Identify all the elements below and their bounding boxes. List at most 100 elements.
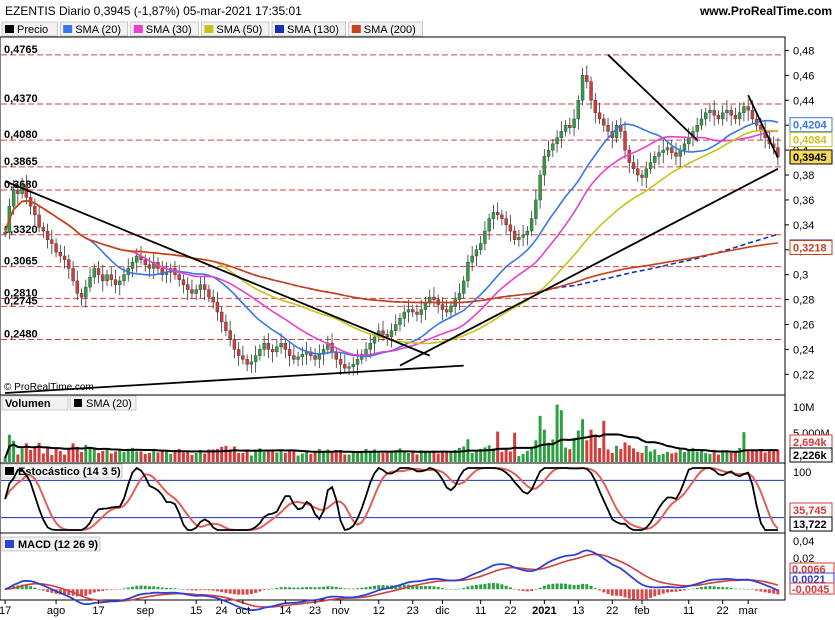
volume-bar xyxy=(415,454,419,462)
candle xyxy=(402,311,406,319)
candle xyxy=(555,137,559,145)
candle xyxy=(37,214,41,228)
volume-bar xyxy=(738,447,742,462)
volume-bar xyxy=(190,455,194,462)
volume-bar xyxy=(160,450,164,462)
volume-bar xyxy=(517,456,521,462)
candle xyxy=(347,366,351,369)
legend-item xyxy=(201,21,270,37)
candle xyxy=(118,280,122,285)
candle xyxy=(287,349,292,356)
volume-bar xyxy=(479,448,483,462)
value-tag-label: -0,0045 xyxy=(792,584,829,596)
macd-histogram-bar xyxy=(623,589,627,598)
candle xyxy=(105,274,109,282)
candle xyxy=(500,214,504,219)
volume-bar xyxy=(661,453,665,462)
value-tag xyxy=(789,516,833,532)
candle xyxy=(623,131,627,151)
volume-bar xyxy=(610,452,614,462)
candle xyxy=(317,354,322,360)
volume-bar xyxy=(373,449,377,462)
candle xyxy=(122,274,126,282)
macd-histogram-bar xyxy=(245,589,249,595)
level-label: 0,3320 xyxy=(4,224,38,236)
volume-bar xyxy=(445,451,449,462)
candle xyxy=(45,230,50,240)
candle xyxy=(737,112,742,120)
volume-bar xyxy=(249,455,253,462)
candle xyxy=(521,234,525,238)
candle xyxy=(716,115,721,120)
x-tick-label: 11 xyxy=(475,605,486,617)
macd-histogram-bar xyxy=(491,582,495,590)
macd-histogram-bar xyxy=(699,587,703,590)
volume-bar xyxy=(581,419,585,462)
x-tick-label: 13 xyxy=(572,605,584,617)
volume-bar xyxy=(245,449,249,462)
macd-histogram-bar xyxy=(373,585,377,590)
candle xyxy=(351,364,355,368)
macd-histogram-bar xyxy=(139,585,143,590)
macd-histogram-bar xyxy=(479,584,483,590)
volume-bar xyxy=(228,449,232,462)
volume-bar xyxy=(84,444,88,462)
y-tick-label: 0,28 xyxy=(793,295,814,307)
macd-histogram-bar xyxy=(708,586,712,590)
candle xyxy=(219,311,224,323)
volume-bar xyxy=(589,429,593,462)
volume-bar xyxy=(126,449,130,462)
macd-histogram-bar xyxy=(232,589,236,595)
macd-panel: MACD (12 26 9) xyxy=(0,532,786,612)
macd-histogram-bar xyxy=(530,589,534,591)
volume-bar xyxy=(143,453,147,462)
volume-bar xyxy=(360,450,364,462)
level-label: 0,3065 xyxy=(4,256,38,268)
macd-histogram-bar xyxy=(105,589,109,591)
sma-30-line xyxy=(4,130,778,357)
value-tag xyxy=(789,582,835,595)
volume-bar xyxy=(632,448,636,462)
copyright: © ProRealTime.com xyxy=(4,382,94,393)
volume-bar xyxy=(470,452,474,462)
macd-histogram-bar xyxy=(619,589,623,597)
macd-histogram-bar xyxy=(126,587,130,590)
macd-histogram-bar xyxy=(190,589,194,591)
x-tick-label: 11 xyxy=(683,605,694,617)
legend-swatch xyxy=(133,25,143,33)
volume-bar xyxy=(534,440,538,462)
macd-histogram-bar xyxy=(763,589,767,593)
candle xyxy=(687,137,691,145)
volume-bar xyxy=(406,452,410,462)
macd-histogram-bar xyxy=(555,583,559,590)
candle xyxy=(394,324,398,331)
macd-histogram-bar xyxy=(351,588,355,590)
volume-bar xyxy=(432,451,436,462)
macd-signal-line xyxy=(5,553,779,608)
macd-histogram-bar xyxy=(211,589,215,591)
candle xyxy=(589,81,593,101)
macd-histogram-bar xyxy=(122,588,126,590)
macd-histogram-bar xyxy=(602,589,606,593)
candle xyxy=(517,237,521,240)
macd-histogram-bar xyxy=(551,583,555,590)
volume-bar xyxy=(92,447,96,462)
macd-histogram-bar xyxy=(644,589,648,600)
volume-bar xyxy=(428,451,432,462)
candle xyxy=(11,189,16,207)
volume-bar xyxy=(343,454,347,462)
volume-bar xyxy=(156,452,160,462)
macd-histogram-bar xyxy=(772,589,776,594)
macd-histogram-bar xyxy=(339,587,343,590)
macd-histogram-bar xyxy=(368,586,372,590)
y-tick-label: 0,34 xyxy=(793,220,814,232)
candle xyxy=(368,342,372,350)
macd-histogram-bar xyxy=(92,589,96,593)
candle xyxy=(457,293,462,300)
volume-bar xyxy=(729,452,733,462)
candle xyxy=(236,349,241,356)
volume-bar xyxy=(356,452,360,462)
candle xyxy=(300,354,305,358)
candle xyxy=(704,112,708,120)
